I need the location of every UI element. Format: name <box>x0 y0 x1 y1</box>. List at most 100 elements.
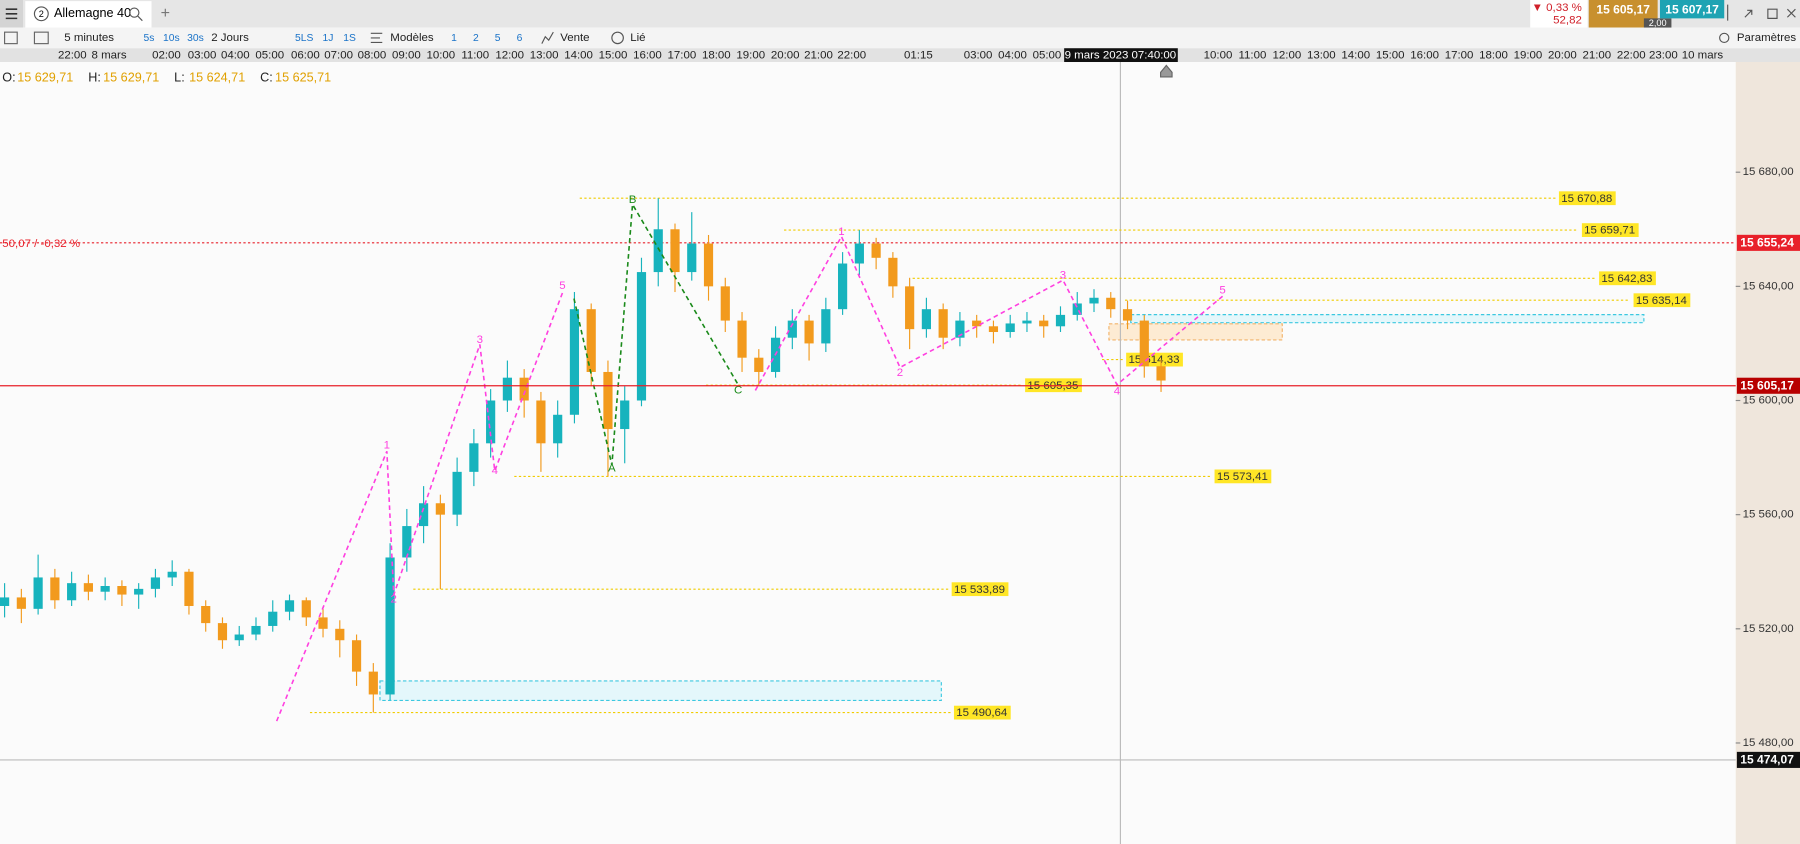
search-icon[interactable] <box>129 7 140 18</box>
time-label: 10:00 <box>426 50 455 62</box>
time-label: 07:00 <box>324 50 353 62</box>
quick-interval[interactable]: 10s <box>163 33 180 44</box>
candle-body <box>368 671 378 695</box>
ohlc-label: O: <box>2 70 15 84</box>
time-label: 18:00 <box>1479 50 1508 62</box>
price-box-label: 15 655,24 <box>1740 236 1794 250</box>
ask-box[interactable] <box>1659 0 1725 19</box>
quick-interval[interactable]: 5s <box>143 33 154 44</box>
candle-body <box>536 400 546 444</box>
level-label-box <box>953 705 1011 720</box>
layout[interactable]: 1 <box>451 33 457 44</box>
abc-label: A <box>608 463 616 475</box>
ohlc-label: C: <box>260 70 273 84</box>
candle-body <box>318 617 328 629</box>
candle-body <box>1039 320 1049 327</box>
candle-body <box>201 605 211 624</box>
time-label: 17:00 <box>1445 50 1474 62</box>
time-label: 12:00 <box>495 50 524 62</box>
wave-label: 3 <box>1060 270 1066 282</box>
spread: 2,00 <box>1649 18 1667 28</box>
sell-icon <box>541 31 554 44</box>
y-tick-label: 15 680,00 <box>1743 166 1794 178</box>
layout[interactable]: 5 <box>495 33 501 44</box>
time-label: 21:00 <box>1582 50 1611 62</box>
layout[interactable]: 6 <box>517 33 523 44</box>
time-label: 8 mars <box>92 50 127 62</box>
menu-icon <box>5 8 18 20</box>
candle-body <box>921 309 931 330</box>
abc-label: C <box>734 384 742 396</box>
time-label: 04:00 <box>221 50 250 62</box>
time-label: 22:00 <box>837 50 866 62</box>
wave-label: 5 <box>559 280 565 292</box>
candle-body <box>670 229 680 273</box>
price-box-label: 15 605,17 <box>1740 379 1794 393</box>
time-label: 15:00 <box>599 50 628 62</box>
link-icon <box>611 31 624 45</box>
candle-body <box>1122 309 1133 321</box>
candle-body <box>653 229 663 273</box>
toolbar <box>0 27 1800 49</box>
ohlc-label: L: <box>174 70 185 84</box>
grid-icon[interactable] <box>33 31 49 45</box>
quote-change: ▼ 0,33 % <box>1532 2 1582 14</box>
candle-body <box>1106 297 1116 310</box>
candle-body <box>787 320 797 338</box>
time-label: 05:00 <box>255 50 284 62</box>
spread-box <box>1643 18 1672 29</box>
level-label-box <box>1558 191 1616 206</box>
candle-body <box>687 243 697 273</box>
interval[interactable]: 5 minutes <box>64 32 114 44</box>
candle-body <box>888 257 898 287</box>
time-label: 14:00 <box>564 50 593 62</box>
candle-body <box>1072 303 1082 315</box>
level-label: 15 490,64 <box>956 707 1008 719</box>
range[interactable]: 2 Jours <box>211 32 249 44</box>
time-label: 20:00 <box>1548 50 1577 62</box>
layout[interactable]: 2 <box>473 33 479 44</box>
candle-body <box>1089 297 1099 304</box>
period[interactable]: 5LS <box>295 33 313 44</box>
y-tick-label: 15 480,00 <box>1743 737 1794 749</box>
y-tick-label: 15 520,00 <box>1743 623 1794 635</box>
candle-body <box>251 625 261 635</box>
list-icon[interactable] <box>4 31 18 45</box>
candle-body <box>603 371 613 430</box>
chart: 22:00 8 mars 02:00 03:00 04:00 05:00 06:00 07:0… <box>0 48 1800 844</box>
wave-label: 2 <box>897 367 903 379</box>
candle-body <box>486 400 496 444</box>
wave-label: 1 <box>838 226 844 238</box>
wave-line <box>275 292 564 722</box>
candle-body <box>972 320 982 327</box>
add-tab[interactable]: + <box>161 4 170 22</box>
time-label: 23:00 <box>1649 50 1678 62</box>
candle-body <box>502 377 512 401</box>
zone <box>1130 314 1645 324</box>
time-label: 11:00 <box>1238 50 1266 62</box>
tab-badge-text: 2 <box>39 9 44 19</box>
candle-body <box>955 320 965 338</box>
window-controls[interactable] <box>1727 4 1796 21</box>
models[interactable]: Modèles <box>390 32 434 44</box>
time-label: 19:00 <box>736 50 765 62</box>
wave-label: 4 <box>1114 386 1121 398</box>
price-box <box>1736 234 1800 251</box>
candle-body <box>1022 320 1032 324</box>
linked[interactable]: Lié <box>630 32 645 44</box>
candle-body <box>804 320 814 344</box>
period[interactable]: 1J <box>323 33 334 44</box>
wave-label: 4 <box>492 465 499 477</box>
settings[interactable]: Paramètres <box>1737 32 1797 44</box>
candle-body <box>1055 314 1066 327</box>
period[interactable]: 1S <box>343 33 356 44</box>
candle-body <box>871 243 881 258</box>
wave-label: 3 <box>477 334 483 346</box>
y-tick-label: 15 560,00 <box>1743 509 1794 521</box>
level-label-box <box>1633 293 1691 308</box>
quick-interval[interactable]: 30s <box>187 33 204 44</box>
time-axis <box>0 48 1800 63</box>
sell[interactable]: Vente <box>560 32 589 44</box>
candle-body <box>33 577 43 609</box>
